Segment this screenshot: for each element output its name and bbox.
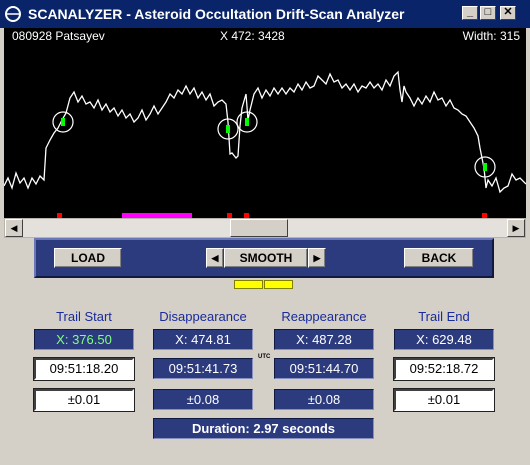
smooth-button[interactable]: SMOOTH (224, 248, 308, 268)
reappearance-marker (236, 111, 258, 133)
scroll-left-arrow-icon[interactable]: ◀ (5, 219, 23, 237)
close-button[interactable]: ✕ (500, 6, 516, 20)
app-icon (5, 6, 21, 22)
disappearance-label: Disappearance (159, 309, 247, 324)
reappearance-tick (244, 213, 249, 218)
reappearance-x: X: 487.28 (274, 329, 374, 350)
smooth-next-arrow-icon[interactable]: ▶ (308, 248, 326, 268)
disappearance-x: X: 474.81 (153, 329, 253, 350)
window-title: SCANALYZER - Asteroid Occultation Drift-… (28, 6, 405, 22)
trail-end-label: Trail End (418, 309, 470, 324)
horizontal-scrollbar[interactable]: ◀ ▶ (4, 218, 526, 238)
plot-object-label: 080928 Patsayev (12, 29, 105, 43)
highlight-range (122, 213, 192, 218)
smooth-level-indicator (234, 280, 263, 289)
trail-start-x: X: 376.50 (34, 329, 134, 350)
back-button[interactable]: BACK (404, 248, 474, 268)
trail-start-label: Trail Start (56, 309, 112, 324)
title-bar: SCANALYZER - Asteroid Occultation Drift-… (0, 0, 530, 28)
trail-start-error[interactable]: ±0.01 (33, 388, 135, 412)
smooth-level-indicator (264, 280, 293, 289)
load-button[interactable]: LOAD (54, 248, 122, 268)
control-bar: LOAD ◀ SMOOTH ▶ BACK (34, 238, 494, 278)
plot-cursor-readout: X 472: 3428 (220, 29, 285, 43)
duration-readout: Duration: 2.97 seconds (153, 418, 374, 439)
plot-width-readout: Width: 315 (462, 29, 520, 43)
disappearance-marker (217, 118, 239, 140)
trail-end-x: X: 629.48 (394, 329, 494, 350)
reappearance-point (245, 118, 249, 126)
reappearance-time: 09:51:44.70 (274, 358, 374, 379)
disappearance-time: 09:51:41.73 (153, 358, 253, 379)
trail-end-tick (482, 213, 487, 218)
trail-end-marker (474, 156, 496, 178)
trail-end-error[interactable]: ±0.01 (393, 388, 495, 412)
disappearance-error: ±0.08 (153, 389, 253, 410)
minimize-button[interactable]: _ (462, 6, 478, 20)
trail-end-time[interactable]: 09:52:18.72 (393, 357, 495, 381)
scroll-right-arrow-icon[interactable]: ▶ (507, 219, 525, 237)
light-curve-trace (4, 70, 526, 194)
smooth-prev-arrow-icon[interactable]: ◀ (206, 248, 224, 268)
trail-end-point (483, 163, 487, 171)
trail-start-tick (57, 213, 62, 218)
trail-start-point (61, 118, 65, 126)
maximize-button[interactable]: □ (480, 6, 496, 20)
disappearance-tick (227, 213, 232, 218)
light-curve (4, 70, 526, 218)
utc-label: UTC (258, 354, 271, 360)
reappearance-error: ±0.08 (274, 389, 374, 410)
reappearance-label: Reappearance (281, 309, 367, 324)
scroll-thumb[interactable] (230, 219, 288, 237)
trail-start-marker (52, 111, 74, 133)
disappearance-point (226, 125, 230, 133)
trail-start-time[interactable]: 09:51:18.20 (33, 357, 135, 381)
drift-scan-plot[interactable]: 080928 Patsayev X 472: 3428 Width: 315 (4, 28, 526, 218)
